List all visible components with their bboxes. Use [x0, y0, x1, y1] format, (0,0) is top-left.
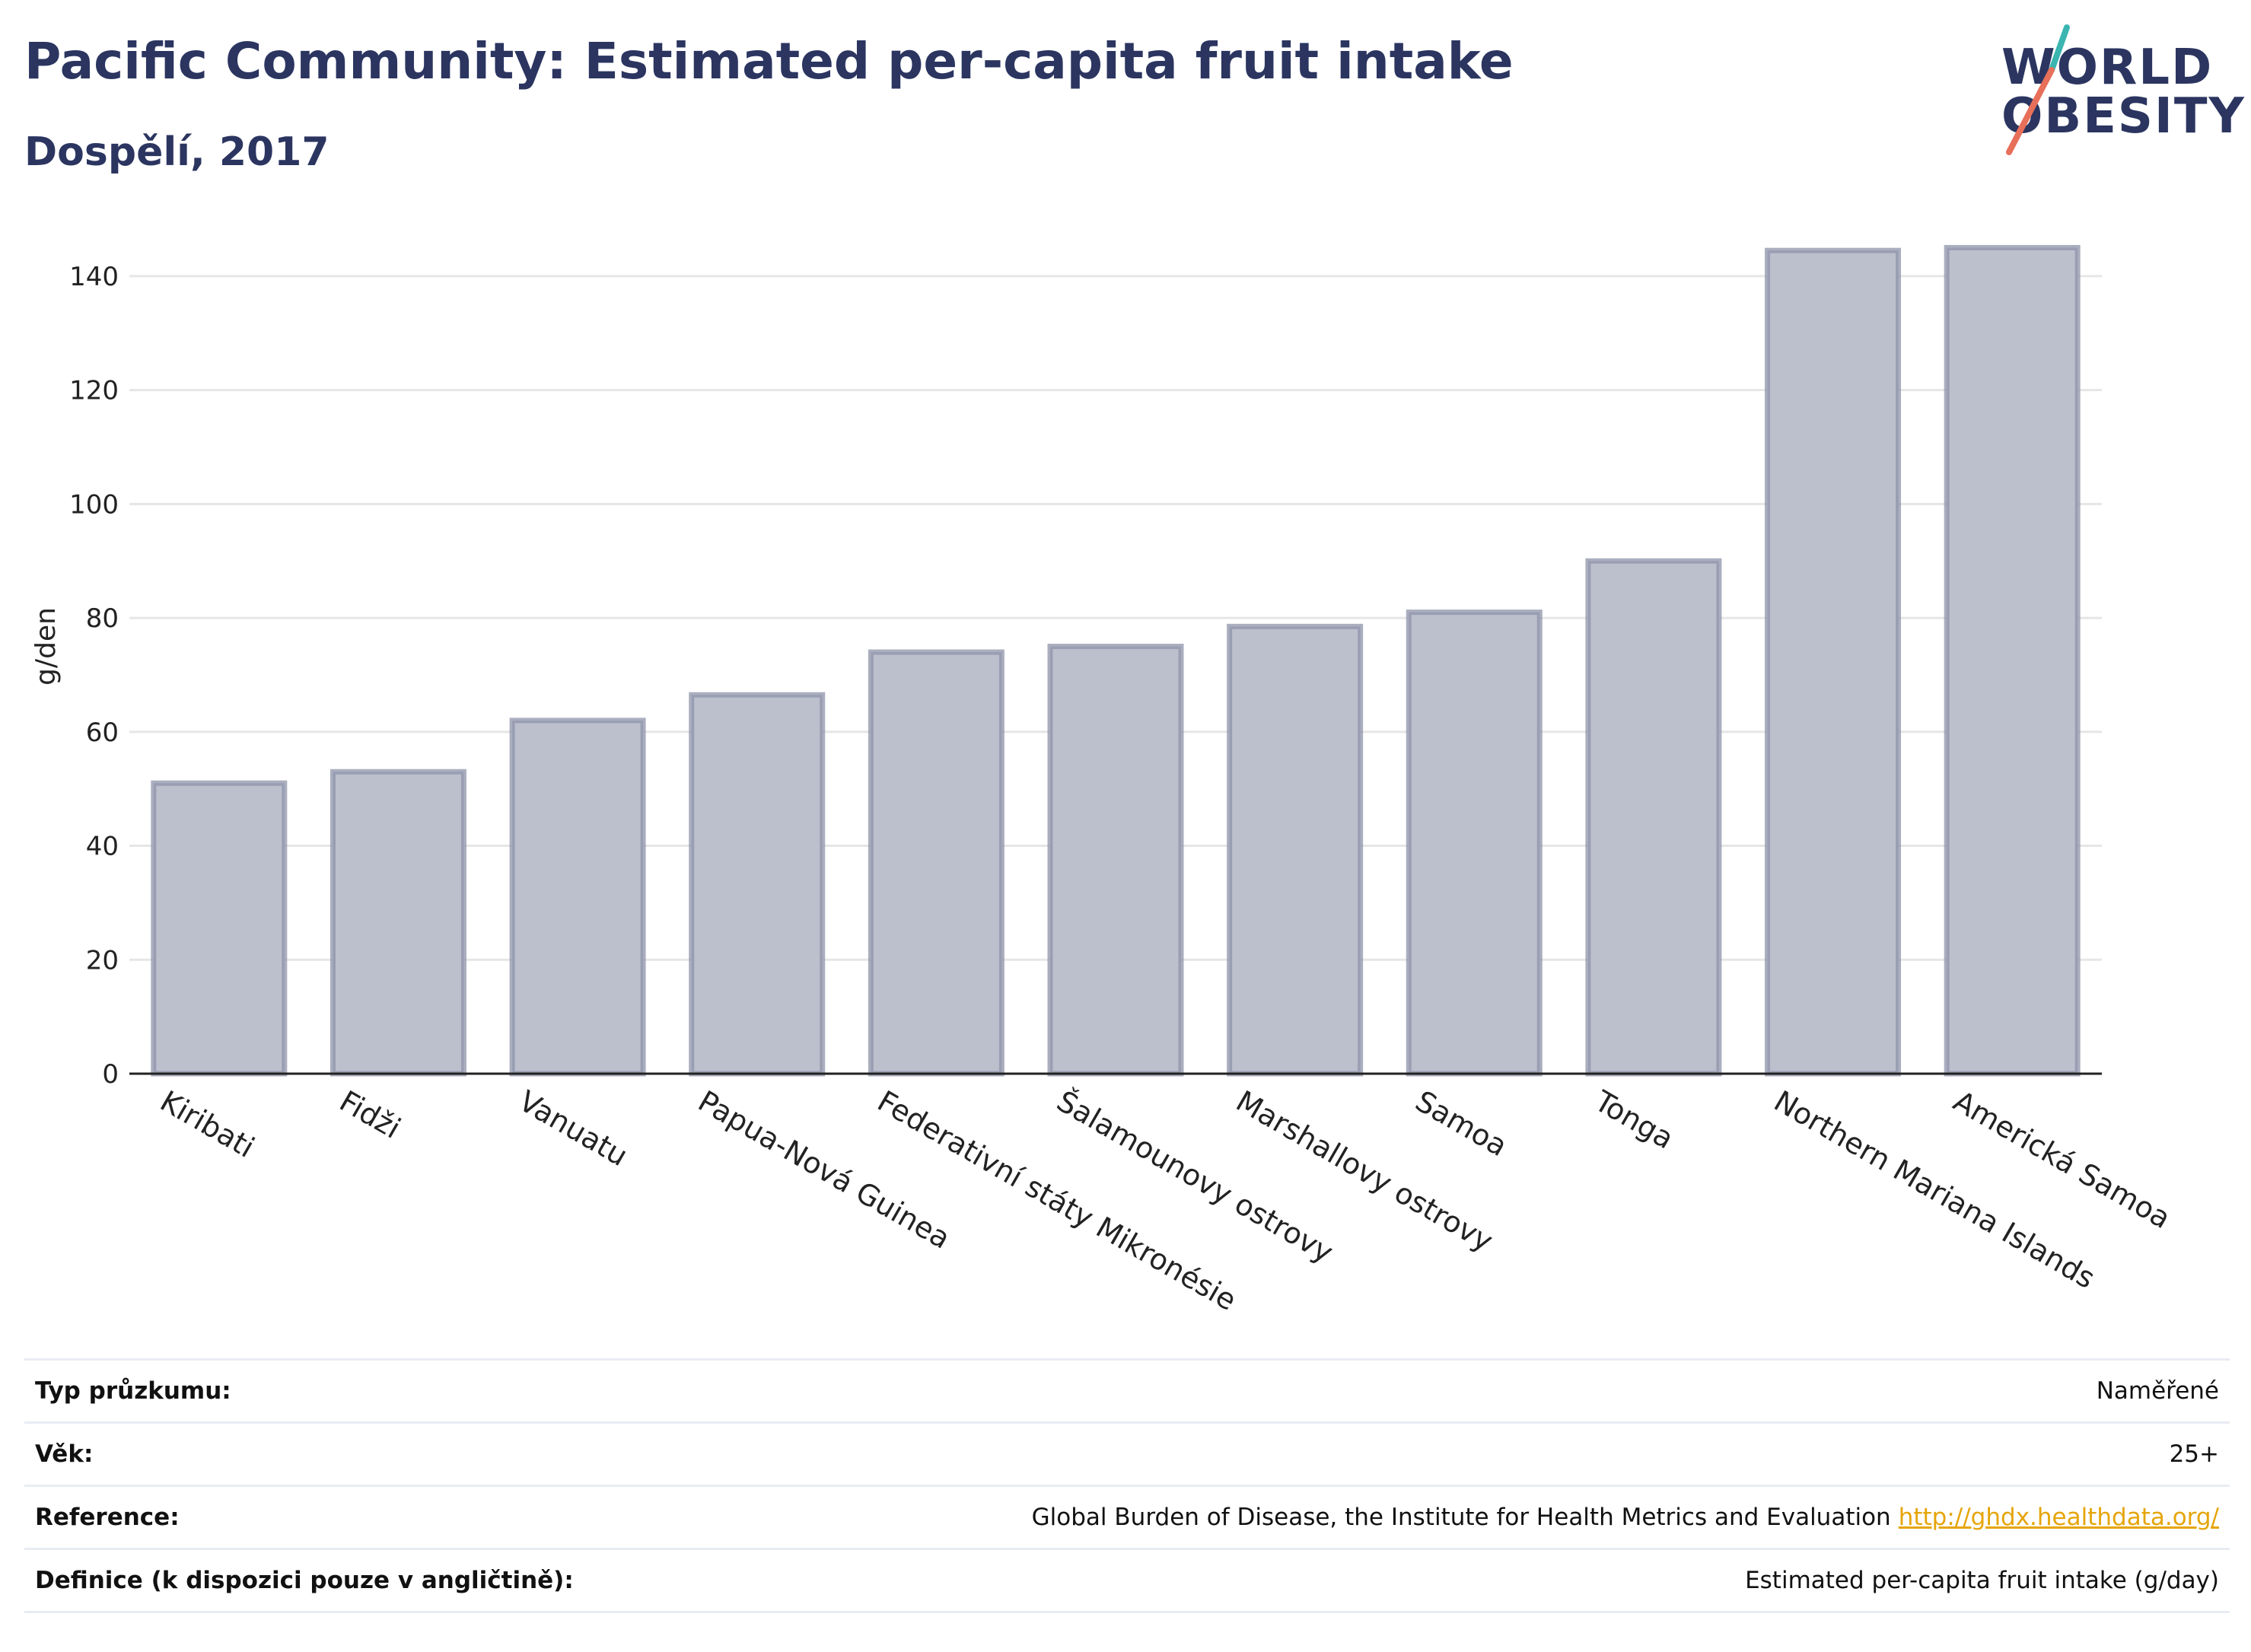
x-tick-label: Vanuatu	[513, 1084, 633, 1173]
chart-subtitle: Dospělí, 2017	[24, 129, 330, 175]
y-tick-label: 80	[86, 603, 119, 634]
bar	[330, 769, 466, 1077]
x-tick-label: Samoa	[1410, 1084, 1513, 1163]
logo-slash-icon	[2006, 24, 2070, 155]
meta-value: Global Burden of Disease, the Institute …	[1032, 1504, 2219, 1531]
y-tick-label: 40	[86, 832, 119, 862]
bar	[1585, 558, 1722, 1077]
bar	[1047, 644, 1184, 1077]
bar	[1227, 623, 1364, 1077]
y-tick-label: 0	[102, 1059, 119, 1090]
x-tick-label: Fidži	[334, 1084, 406, 1145]
metadata-table: Typ průzkumu: Naměřené Věk: 25+ Referenc…	[24, 1358, 2230, 1613]
meta-row-reference: Reference: Global Burden of Disease, the…	[24, 1487, 2230, 1550]
y-axis-label: g/den	[30, 607, 62, 686]
meta-label: Reference:	[35, 1504, 180, 1531]
bar	[1944, 244, 2081, 1077]
bar	[689, 692, 826, 1077]
y-tick-label: 140	[69, 262, 119, 292]
world-obesity-logo: WORLD OBESITY	[1979, 23, 2244, 160]
y-tick-label: 120	[69, 376, 119, 406]
reference-link[interactable]: http://ghdx.healthdata.org/	[1898, 1504, 2219, 1531]
bar	[1765, 247, 1902, 1077]
bar	[509, 718, 646, 1077]
meta-row-age: Věk: 25+	[24, 1424, 2230, 1487]
meta-label: Definice (k dispozici pouze v angličtině…	[35, 1567, 574, 1594]
logo-line1: WORLD	[2001, 40, 2214, 96]
meta-value: Naměřené	[2096, 1377, 2219, 1405]
meta-row-survey-type: Typ průzkumu: Naměřené	[24, 1361, 2230, 1424]
bar	[1406, 610, 1543, 1077]
bar	[868, 649, 1005, 1077]
y-tick-label: 60	[86, 718, 119, 748]
meta-value: 25+	[2169, 1440, 2219, 1468]
reference-text: Global Burden of Disease, the Institute …	[1031, 1504, 1891, 1531]
x-tick-label: Federativní státy Mikronésie	[872, 1084, 1242, 1317]
x-tick-label: Northern Mariana Islands	[1769, 1084, 2101, 1295]
bar	[151, 780, 288, 1077]
x-tick-label: Kiribati	[154, 1084, 260, 1164]
x-tick-label: Tonga	[1588, 1084, 1679, 1155]
y-tick-label: 100	[69, 489, 119, 520]
logo-line2: OBESITY	[2001, 88, 2246, 145]
bar-chart: 0 20 40 60 80 100 120 140 g/den Kiribati Fidži Vanu…	[30, 244, 2176, 1317]
meta-label: Věk:	[35, 1440, 94, 1468]
meta-row-definition: Definice (k dispozici pouze v angličtině…	[24, 1550, 2230, 1613]
meta-value: Estimated per-capita fruit intake (g/day…	[1745, 1567, 2219, 1594]
chart-title: Pacific Community: Estimated per-capita …	[24, 32, 1514, 91]
y-tick-label: 20	[86, 945, 119, 976]
meta-label: Typ průzkumu:	[35, 1377, 231, 1405]
